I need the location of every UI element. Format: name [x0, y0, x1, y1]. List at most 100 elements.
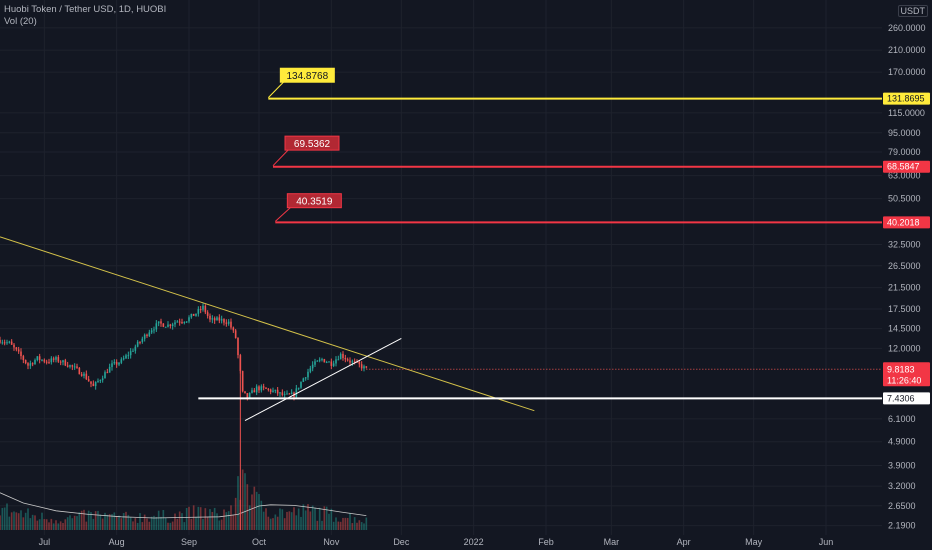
candle — [253, 388, 256, 393]
volume-bar — [363, 523, 365, 530]
volume-bar — [188, 506, 190, 530]
candle — [178, 318, 181, 326]
time-tick-label: Apr — [677, 537, 691, 547]
volume-bar — [0, 515, 1, 530]
price-tick-label: 260.0000 — [888, 23, 926, 33]
volume-bar — [185, 507, 188, 530]
volume-bar — [174, 513, 176, 530]
candle — [286, 390, 288, 395]
candle — [38, 353, 41, 364]
volume-bar — [15, 512, 18, 530]
drawing-annotations[interactable]: 134.8768 69.5362 40.3519 — [0, 67, 882, 422]
candle — [146, 333, 148, 338]
volume-bar — [45, 519, 48, 530]
volume-bar — [87, 510, 90, 530]
candle — [148, 329, 151, 337]
candle — [195, 313, 197, 317]
candle — [332, 360, 335, 368]
volume-bar — [52, 523, 55, 530]
volume-bar — [349, 512, 351, 530]
volume-bar — [293, 507, 295, 530]
candle — [76, 363, 78, 369]
chart-legend: Huobi Token / Tether USD, 1D, HUOBI Vol … — [4, 4, 166, 28]
candle — [127, 351, 130, 360]
volume-bar — [104, 512, 106, 530]
candle — [234, 328, 237, 339]
candle — [290, 389, 293, 395]
volume-bar — [97, 510, 99, 530]
candle — [262, 383, 265, 391]
candle — [155, 320, 158, 332]
volume-bar — [253, 486, 256, 530]
time-tick-label: Nov — [323, 537, 340, 547]
candle — [48, 358, 50, 364]
volume-bar — [27, 508, 29, 530]
candle — [101, 375, 104, 383]
volume-bar — [295, 515, 298, 530]
volume-bar — [255, 491, 258, 530]
price-tick-label: 12.0000 — [888, 343, 921, 353]
volume-bar — [17, 513, 20, 530]
candle — [209, 313, 211, 323]
volume-bar — [279, 508, 281, 530]
time-axis[interactable]: Jul Aug Sep Oct Nov Dec 2022 Feb Mar Apr May Jun — [39, 537, 834, 547]
volume-bar — [43, 519, 46, 530]
volume-bar — [234, 497, 237, 530]
price-tick-label: 2.6500 — [888, 501, 916, 511]
volume-bar — [344, 517, 347, 530]
currency-label[interactable]: USDT — [897, 5, 928, 17]
candle — [104, 370, 106, 379]
volume-bar — [34, 515, 36, 530]
candle — [283, 391, 286, 398]
volume-bar — [197, 506, 200, 530]
candle — [6, 339, 8, 345]
volume-bar — [356, 522, 358, 530]
candle — [335, 356, 337, 367]
candle — [241, 370, 244, 393]
volume-bar — [183, 522, 186, 530]
trend-line[interactable] — [244, 337, 402, 422]
volume-bar — [24, 512, 27, 530]
chart-grid — [0, 0, 882, 535]
time-tick-label: Feb — [538, 537, 554, 547]
candle — [223, 318, 225, 326]
volume-bar — [146, 518, 148, 530]
trend-line[interactable] — [0, 236, 535, 412]
candle — [120, 357, 123, 365]
price-callout[interactable]: 40.3519 — [274, 193, 342, 222]
candle — [108, 363, 111, 373]
volume-indicator-label[interactable]: Vol (20) — [4, 16, 37, 27]
volume-bar — [190, 518, 193, 530]
candle — [269, 388, 272, 395]
candle — [244, 391, 246, 394]
volume-bar — [258, 494, 260, 530]
candles — [0, 303, 368, 530]
price-axis[interactable]: 2.1900 2.6500 3.2000 3.9000 4.9000 6.1000 12.0… — [883, 23, 930, 531]
volume-bar — [302, 504, 305, 530]
volume-bar — [113, 512, 116, 530]
candle — [55, 355, 57, 363]
candle — [43, 358, 46, 364]
candle — [206, 310, 209, 319]
candle — [115, 359, 118, 368]
volume-bar — [157, 510, 160, 530]
volume-bar — [330, 508, 333, 530]
svg-text:11:26:40: 11:26:40 — [887, 375, 921, 385]
volume-bar — [316, 520, 319, 530]
candle — [125, 353, 127, 359]
price-tick-label: 14.5000 — [888, 324, 921, 334]
symbol-title[interactable]: Huobi Token / Tether USD, 1D, HUOBI — [4, 4, 167, 15]
volume-bar — [274, 514, 277, 530]
volume-bar — [365, 517, 368, 530]
price-tick-label: 63.0000 — [888, 171, 921, 181]
candle — [211, 315, 214, 324]
price-callout[interactable]: 69.5362 — [272, 135, 340, 167]
candle — [281, 389, 284, 397]
price-callout[interactable]: 134.8768 — [267, 67, 335, 98]
volume-bar — [213, 507, 216, 530]
candle — [3, 339, 6, 346]
volume-bar — [73, 515, 76, 530]
volume-bar — [260, 500, 263, 530]
volume-bar — [111, 514, 113, 530]
